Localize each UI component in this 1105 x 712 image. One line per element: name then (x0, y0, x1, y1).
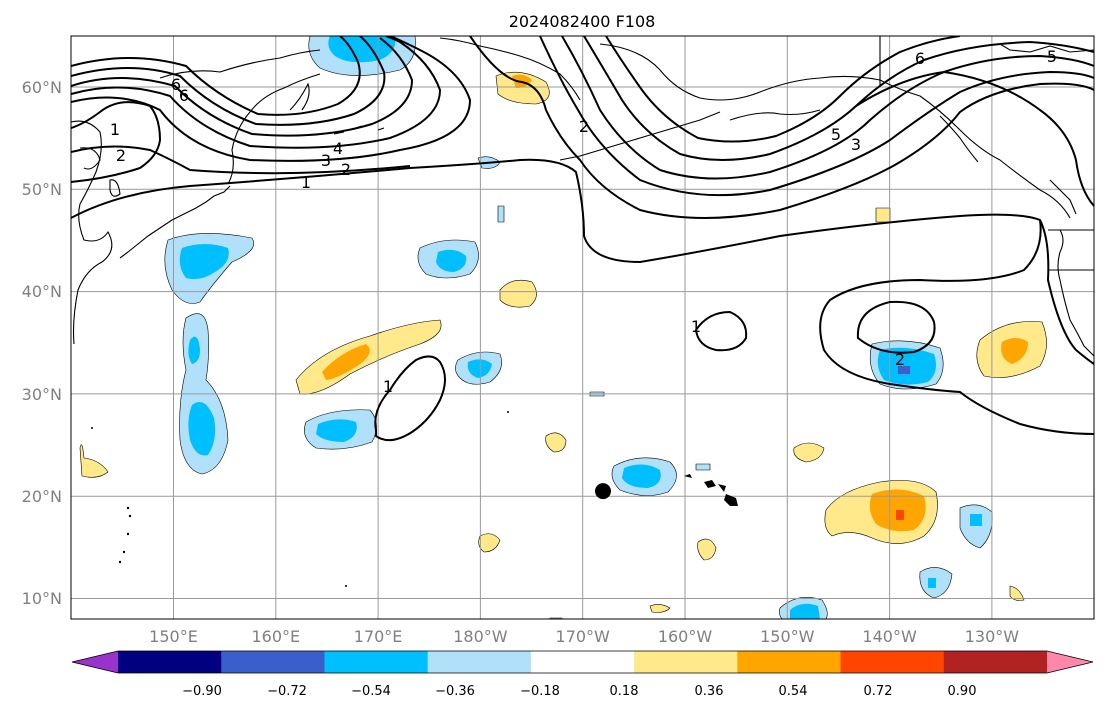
colorbar-label: 0.90 (948, 684, 977, 699)
contour-label: 1 (301, 173, 311, 192)
colorbar-label: 0.72 (864, 684, 893, 699)
contour-label: 5 (1047, 47, 1057, 66)
x-tick-label: 160°W (658, 627, 713, 646)
colorbar-segment (943, 651, 1048, 673)
y-tick-label: 50°N (22, 180, 62, 199)
y-tick-label: 20°N (22, 487, 62, 506)
contour-label: 1 (110, 120, 120, 139)
colorbar-segment (118, 651, 222, 673)
colorbar-label: −0.54 (351, 684, 391, 699)
contour-label: 2 (579, 117, 589, 136)
x-tick-label: 130°W (965, 627, 1020, 646)
x-tick-label: 170°E (354, 627, 403, 646)
colorbar-label: −0.18 (520, 684, 560, 699)
contour-label: 3 (321, 151, 331, 170)
contour-label: 2 (895, 350, 905, 369)
y-tick-label: 60°N (22, 78, 62, 97)
x-tick-label: 160°E (251, 627, 300, 646)
colorbar-label: 0.18 (610, 684, 639, 699)
colorbar-outline (71, 650, 1094, 674)
map-panel: 1 2 3 4 6 6 1 2 2 5 3 6 5 1 1 2 (71, 36, 1094, 619)
colorbar-segment (840, 651, 945, 673)
contour-label: 6 (171, 75, 181, 94)
contour-label: 3 (851, 135, 861, 154)
colorbar-segment (634, 651, 738, 673)
contour-label: 2 (341, 160, 351, 179)
x-tick-label: 140°W (862, 627, 917, 646)
colorbar-label: 0.54 (779, 684, 808, 699)
colorbar-label: −0.36 (435, 684, 475, 699)
contour-label: 6 (915, 49, 925, 68)
colorbar-label: −0.90 (182, 684, 222, 699)
x-tick-label: 150°E (149, 627, 198, 646)
colorbar-extend-low (72, 651, 118, 673)
colorbar-segment (324, 651, 429, 673)
colorbar-segment (427, 651, 532, 673)
colorbar-extend-high (1047, 651, 1093, 673)
y-tick-label: 30°N (22, 385, 62, 404)
contour-label: 1 (383, 377, 393, 396)
colorbar-labels: −0.90 −0.72 −0.54 −0.36 −0.18 0.18 0.36 … (182, 684, 976, 699)
contour-label: 5 (831, 125, 841, 144)
map-title: 2024082400 F108 (509, 12, 656, 31)
contour-label-layer: 1 2 3 4 6 6 1 2 2 5 3 6 5 1 1 2 (110, 47, 1057, 396)
storm-center-marker (595, 483, 611, 500)
colorbar-segment (737, 651, 842, 673)
colorbar-label: −0.72 (267, 684, 307, 699)
x-tick-label: 180°W (453, 627, 508, 646)
anomaly-shading (79, 36, 1047, 619)
colorbar (71, 650, 1094, 674)
x-axis-ticks: 150°E 160°E 170°E 180°W 170°W 160°W 150°… (149, 627, 1019, 646)
colorbar-segment (530, 651, 635, 673)
contour-label: 2 (116, 146, 126, 165)
graticule (71, 36, 1094, 619)
colorbar-label: 0.36 (695, 684, 724, 699)
x-tick-label: 150°W (760, 627, 815, 646)
y-axis-ticks: 10°N 20°N 30°N 40°N 50°N 60°N (22, 78, 62, 608)
islands (91, 411, 738, 587)
contour-lines (71, 36, 1094, 442)
contour-label: 4 (333, 139, 343, 158)
contour-label: 6 (179, 86, 189, 105)
contour-label: 1 (691, 317, 701, 336)
y-tick-label: 40°N (22, 282, 62, 301)
y-tick-label: 10°N (22, 589, 62, 608)
x-tick-label: 170°W (556, 627, 611, 646)
colorbar-segment (221, 651, 325, 673)
map-frame (70, 35, 1095, 620)
